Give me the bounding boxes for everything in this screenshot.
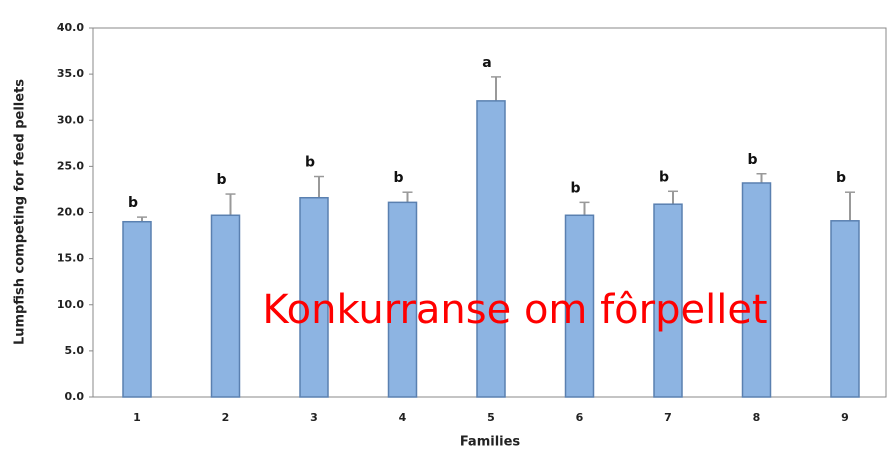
bar bbox=[122, 220, 152, 398]
bar bbox=[564, 214, 595, 398]
y-tick-label: 30.0 bbox=[57, 113, 84, 126]
significance-letter: b bbox=[216, 172, 226, 188]
x-tick-label: 6 bbox=[576, 411, 584, 424]
x-tick-label: 8 bbox=[753, 411, 761, 424]
overlay-annotation: Konkurranse om fôrpellet bbox=[262, 287, 767, 333]
x-axis-label: Families bbox=[460, 435, 521, 450]
y-tick-label: 10.0 bbox=[57, 298, 84, 311]
y-tick-label: 35.0 bbox=[57, 67, 84, 80]
y-tick-label: 5.0 bbox=[65, 344, 85, 357]
significance-letter: b bbox=[570, 180, 580, 196]
x-tick-label: 4 bbox=[399, 411, 407, 424]
y-tick-label: 40.0 bbox=[57, 21, 84, 34]
bar bbox=[210, 214, 241, 398]
y-tick-label: 20.0 bbox=[57, 206, 84, 219]
significance-letter: b bbox=[747, 152, 757, 168]
x-tick-label: 3 bbox=[310, 411, 318, 424]
x-tick-label: 9 bbox=[841, 411, 849, 424]
y-axis-label: Lumpfish competing for feed pellets bbox=[13, 79, 28, 345]
y-tick-label: 0.0 bbox=[65, 390, 85, 403]
significance-letter: b bbox=[836, 170, 846, 186]
x-tick-label: 5 bbox=[487, 411, 495, 424]
y-tick-label: 25.0 bbox=[57, 159, 84, 172]
x-tick-label: 2 bbox=[222, 411, 230, 424]
bar bbox=[653, 203, 683, 398]
bar bbox=[387, 201, 418, 398]
significance-letter: b bbox=[305, 155, 315, 171]
significance-letter: b bbox=[659, 169, 669, 185]
bar bbox=[299, 196, 329, 398]
bar bbox=[741, 182, 772, 398]
x-tick-label: 7 bbox=[664, 411, 672, 424]
bar bbox=[476, 100, 506, 398]
significance-letter: b bbox=[393, 170, 403, 186]
x-tick-label: 1 bbox=[133, 411, 141, 424]
significance-letter: b bbox=[128, 195, 138, 211]
y-tick-label: 15.0 bbox=[57, 252, 84, 265]
significance-letter: a bbox=[482, 55, 491, 71]
bar bbox=[830, 220, 860, 398]
